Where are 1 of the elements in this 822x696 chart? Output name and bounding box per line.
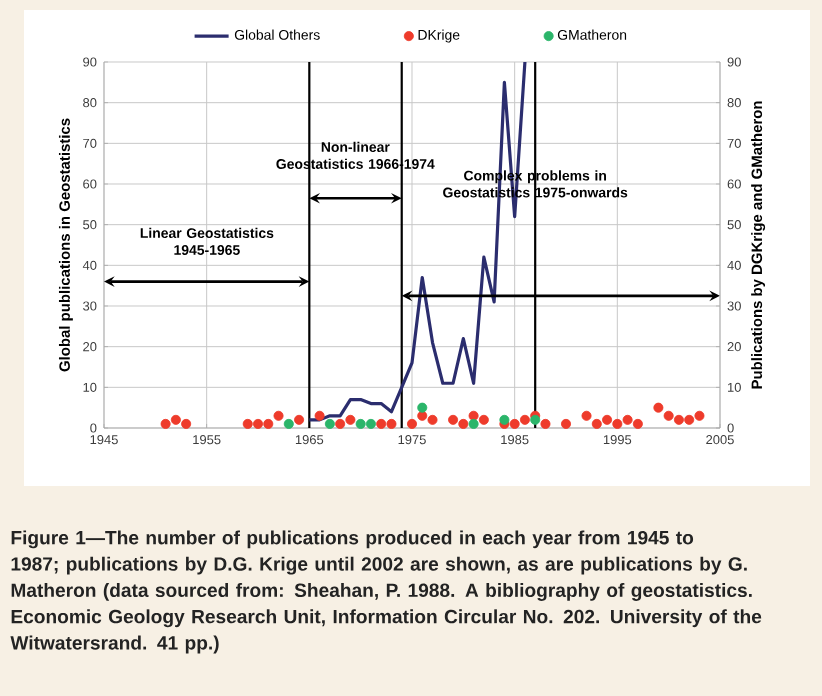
- caption: Figure 1—The number of publications produced in each year from 1945 to 1987; publications by D.G. Krige until 2002 are shown, as are publications by G. Matheron (data sourced from: Sheahan, P. 1988. A bibliography of geostatistics. Economic Geology Research Unit, Information Circular No. 202. University of the Witwatersrand. 41 pp.): [10, 530, 762, 654]
